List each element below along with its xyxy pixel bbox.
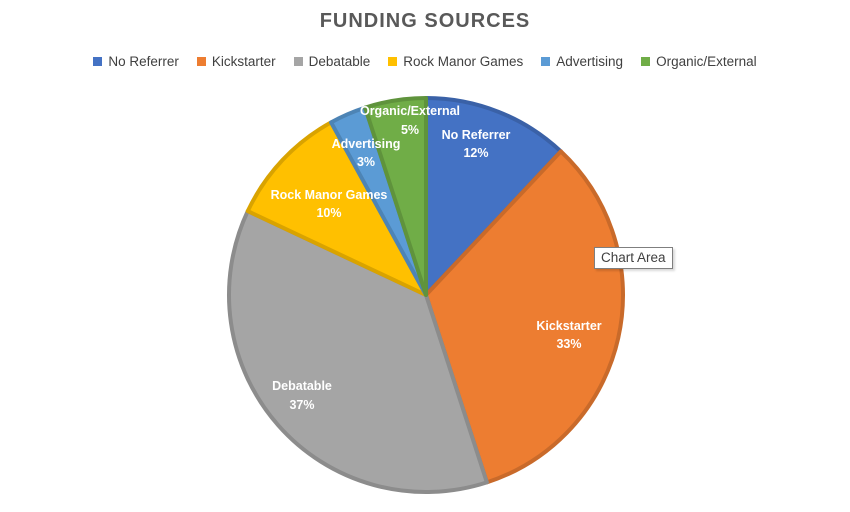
data-label-name: Kickstarter — [536, 319, 601, 333]
data-label-value: 3% — [357, 155, 375, 169]
data-label-name: Rock Manor Games — [271, 188, 388, 202]
legend-label: Advertising — [556, 54, 624, 69]
pie-slice-organic-external[interactable] — [363, 96, 428, 297]
chart-area-tooltip: Chart Area — [594, 247, 673, 269]
legend-swatch — [388, 57, 398, 66]
chart-title: FUNDING SOURCES — [319, 10, 531, 32]
pie-slice-kickstarter[interactable] — [424, 149, 625, 485]
legend-item-rock-manor-games[interactable]: Rock Manor Games — [388, 54, 523, 69]
data-label-name: No Referrer — [442, 128, 511, 142]
legend-label: No Referrer — [108, 54, 179, 69]
legend-swatch — [641, 57, 651, 66]
legend-item-debatable[interactable]: Debatable — [293, 54, 371, 69]
legend-label: Kickstarter — [211, 54, 276, 69]
legend-label: Debatable — [308, 54, 371, 69]
data-label-name: Organic/External — [360, 104, 460, 118]
data-label-value: 37% — [289, 398, 314, 412]
legend-label: Rock Manor Games — [403, 54, 524, 69]
legend-swatch — [93, 57, 103, 66]
data-label-value: 12% — [463, 146, 488, 160]
data-label-name: Debatable — [272, 379, 332, 393]
legend[interactable]: No Referrer Kickstarter Debatable Rock Mano… — [0, 54, 850, 69]
legend-swatch — [196, 57, 206, 66]
data-label-name: Advertising — [332, 137, 401, 151]
data-label-value: 10% — [316, 206, 341, 220]
pie-slice-debatable[interactable] — [227, 209, 489, 494]
legend-swatch — [293, 57, 303, 66]
data-label-value: 5% — [401, 123, 419, 137]
pie-slice-no-referrer[interactable] — [424, 96, 563, 297]
legend-item-kickstarter[interactable]: Kickstarter — [196, 54, 276, 69]
legend-item-no-referrer[interactable]: No Referrer — [93, 54, 179, 69]
data-label-value: 33% — [556, 337, 581, 351]
legend-swatch — [541, 57, 551, 66]
legend-label: Organic/External — [656, 54, 757, 69]
pie-slice-rock-manor-games[interactable] — [245, 120, 428, 297]
legend-item-advertising[interactable]: Advertising — [541, 54, 623, 69]
legend-item-organic-external[interactable]: Organic/External — [641, 54, 757, 69]
